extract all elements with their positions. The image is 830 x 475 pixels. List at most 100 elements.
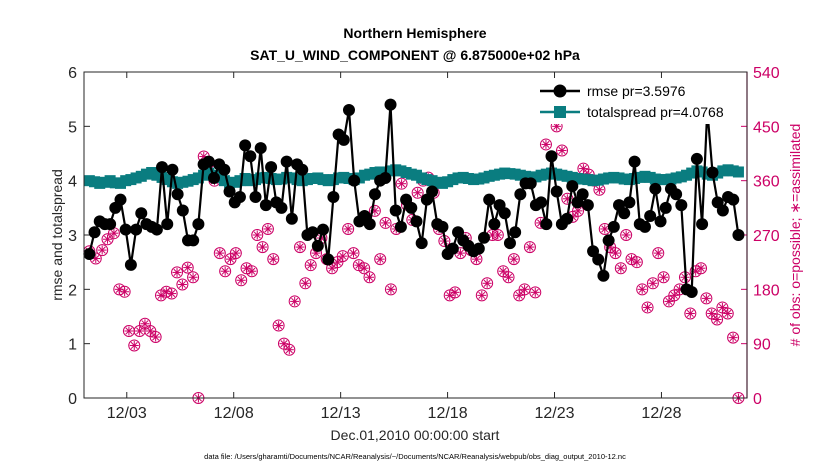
obs-assimilated-point xyxy=(103,234,113,244)
obs-possible-point xyxy=(700,292,713,305)
rmse-point xyxy=(244,150,257,163)
rmse-point xyxy=(649,182,662,195)
rmse-point xyxy=(670,188,683,201)
obs-assimilated-point xyxy=(600,224,610,234)
rmse-point xyxy=(176,204,189,217)
rmse-point xyxy=(379,171,392,184)
y-tick-label-right: 450 xyxy=(753,119,780,136)
totalspread-point xyxy=(732,166,744,178)
y-tick-label-right: 540 xyxy=(753,65,780,82)
obs-possible-point xyxy=(609,247,622,260)
x-tick-label: 12/28 xyxy=(641,405,681,422)
rmse-point xyxy=(550,185,563,198)
obs-assimilated-point xyxy=(498,266,508,276)
x-axis-label: Dec.01,2010 00:00:00 start xyxy=(331,427,500,443)
obs-assimilated-point xyxy=(151,332,161,342)
y-tick-label-right: 0 xyxy=(753,391,762,408)
rmse-point xyxy=(592,253,605,266)
legend-spread-label: totalspread pr=4.0768 xyxy=(587,104,724,120)
obs-possible-point xyxy=(518,283,531,296)
obs-assimilated-point xyxy=(728,333,738,343)
obs-assimilated-point xyxy=(129,340,139,350)
rmse-point xyxy=(104,218,117,231)
obs-assimilated-point xyxy=(659,272,669,282)
rmse-point xyxy=(675,199,688,212)
obs-possible-point xyxy=(96,244,109,257)
obs-possible-point xyxy=(652,247,665,260)
rmse-point xyxy=(275,201,288,214)
rmse-point xyxy=(218,163,231,176)
obs-possible-point xyxy=(363,271,376,284)
y-axis-label-right: # of obs: o=possible; ∗=assimilated xyxy=(787,124,803,347)
rmse-point xyxy=(628,155,641,168)
obs-assimilated-point xyxy=(284,345,294,355)
legend-spread-marker xyxy=(554,106,566,118)
chart-title: Northern Hemisphere xyxy=(343,25,486,41)
x-tick-label: 12/08 xyxy=(214,405,254,422)
obs-possible-point xyxy=(347,247,360,260)
rmse-point xyxy=(716,204,729,217)
obs-assimilated-point xyxy=(723,308,733,318)
obs-possible-point xyxy=(251,229,264,241)
obs-possible-point xyxy=(267,253,280,266)
obs-assimilated-point xyxy=(685,308,695,318)
rmse-point xyxy=(156,161,169,174)
rmse-point xyxy=(509,226,522,239)
obs-assimilated-point xyxy=(140,319,150,329)
obs-assimilated-point xyxy=(530,287,540,297)
x-tick-label: 12/18 xyxy=(428,405,468,422)
left-axis: 0 1 2 3 4 5 6 xyxy=(68,65,90,408)
obs-assimilated-point xyxy=(696,263,706,273)
rmse-point xyxy=(503,237,516,250)
rmse-point xyxy=(410,215,423,228)
obs-possible-point xyxy=(657,271,670,284)
x-tick-label: 12/23 xyxy=(534,405,574,422)
y-tick-label-left: 6 xyxy=(68,65,77,82)
rmse-point xyxy=(436,220,449,233)
obs-possible-point xyxy=(475,289,488,302)
obs-possible-point xyxy=(256,241,269,254)
rmse-point xyxy=(659,201,672,214)
rmse-point xyxy=(88,226,101,239)
rmse-point xyxy=(83,248,96,261)
rmse-point xyxy=(498,207,511,220)
obs-assimilated-point xyxy=(348,248,358,258)
obs-possible-point xyxy=(176,278,189,291)
rmse-point xyxy=(384,98,397,111)
y-tick-label-left: 4 xyxy=(68,174,77,191)
spread-layer xyxy=(83,164,744,189)
legend: rmse pr=3.5976 totalspread pr=4.0768 xyxy=(535,78,739,124)
obs-assimilated-point xyxy=(97,245,107,255)
rmse-point xyxy=(696,218,709,231)
rmse-point xyxy=(187,234,200,247)
rmse-point xyxy=(638,220,651,233)
obs-assimilated-point xyxy=(525,242,535,252)
obs-assimilated-point xyxy=(557,145,567,155)
rmse-point xyxy=(296,163,309,176)
obs-assimilated-point xyxy=(124,326,134,336)
obs-assimilated-point xyxy=(231,248,241,258)
obs-assimilated-point xyxy=(295,242,305,252)
obs-possible-point xyxy=(539,138,552,151)
rmse-point xyxy=(566,180,579,193)
legend-rmse-marker xyxy=(553,84,567,98)
obs-possible-point xyxy=(721,307,734,320)
obs-assimilated-point xyxy=(712,315,722,325)
obs-assimilated-point xyxy=(343,224,353,234)
rmse-point xyxy=(446,242,459,255)
rmse-point xyxy=(317,223,330,236)
obs-assimilated-point xyxy=(621,230,631,240)
obs-assimilated-point xyxy=(327,263,337,273)
rmse-point xyxy=(363,218,376,231)
rmse-point xyxy=(477,231,490,244)
obs-assimilated-point xyxy=(375,254,385,264)
obs-possible-point xyxy=(507,253,520,266)
rmse-point xyxy=(389,204,402,217)
rmse-point xyxy=(265,161,278,174)
rmse-point xyxy=(327,190,340,203)
obs-assimilated-point xyxy=(167,289,177,299)
rmse-point xyxy=(135,207,148,220)
obs-assimilated-point xyxy=(482,278,492,288)
obs-possible-point xyxy=(368,204,381,217)
